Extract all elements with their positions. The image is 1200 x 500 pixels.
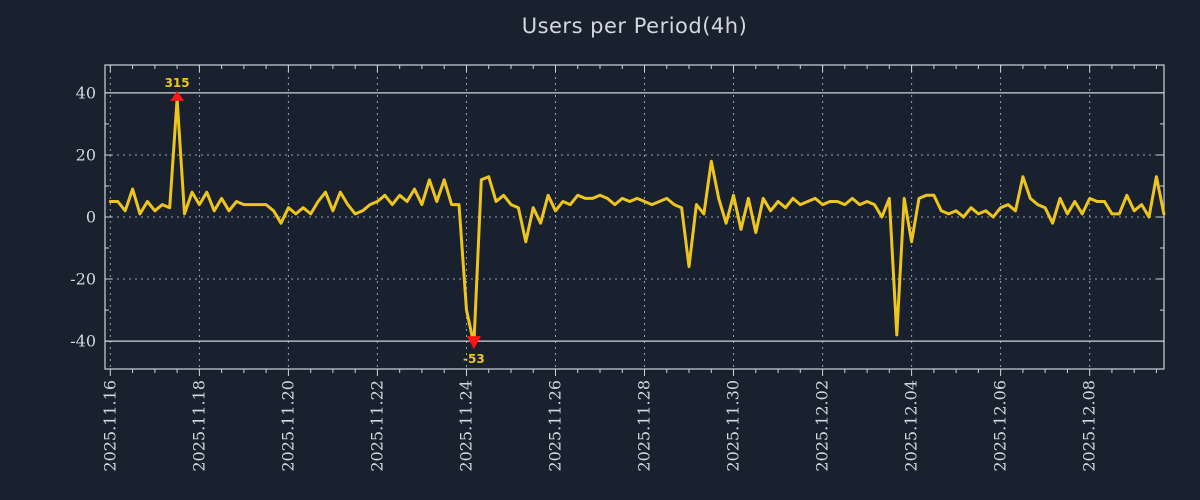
min-marker-triangle-down-icon xyxy=(466,336,481,350)
x-tick-label: 2025.12.04 xyxy=(902,380,921,472)
x-tick-label: 2025.11.18 xyxy=(189,380,208,472)
x-tick-label: 2025.11.26 xyxy=(546,380,565,472)
x-tick-label: 2025.11.28 xyxy=(635,380,654,472)
x-tick-label: 2025.11.16 xyxy=(100,380,119,472)
x-tick-label: 2025.12.08 xyxy=(1080,380,1099,472)
x-tick-label: 2025.11.24 xyxy=(457,380,476,472)
x-tick-label: 2025.11.22 xyxy=(367,380,386,472)
y-tick-label: 20 xyxy=(76,146,96,165)
max-annotation-label: 315 xyxy=(165,76,190,90)
x-tick-label: 2025.11.20 xyxy=(278,380,297,472)
y-tick-label: -40 xyxy=(70,332,96,351)
max-marker-triangle-up-icon xyxy=(170,90,185,101)
min-annotation-label: -53 xyxy=(463,352,485,366)
x-tick-label: 2025.12.02 xyxy=(813,380,832,472)
data-series-line xyxy=(108,97,1166,346)
y-tick-label: -20 xyxy=(70,270,96,289)
x-tick-label: 2025.11.30 xyxy=(724,380,743,472)
y-tick-label: 40 xyxy=(76,83,96,102)
y-tick-label: 0 xyxy=(86,208,96,227)
chart-title: Users per Period(4h) xyxy=(521,14,748,38)
x-tick-label: 2025.12.06 xyxy=(991,380,1010,472)
